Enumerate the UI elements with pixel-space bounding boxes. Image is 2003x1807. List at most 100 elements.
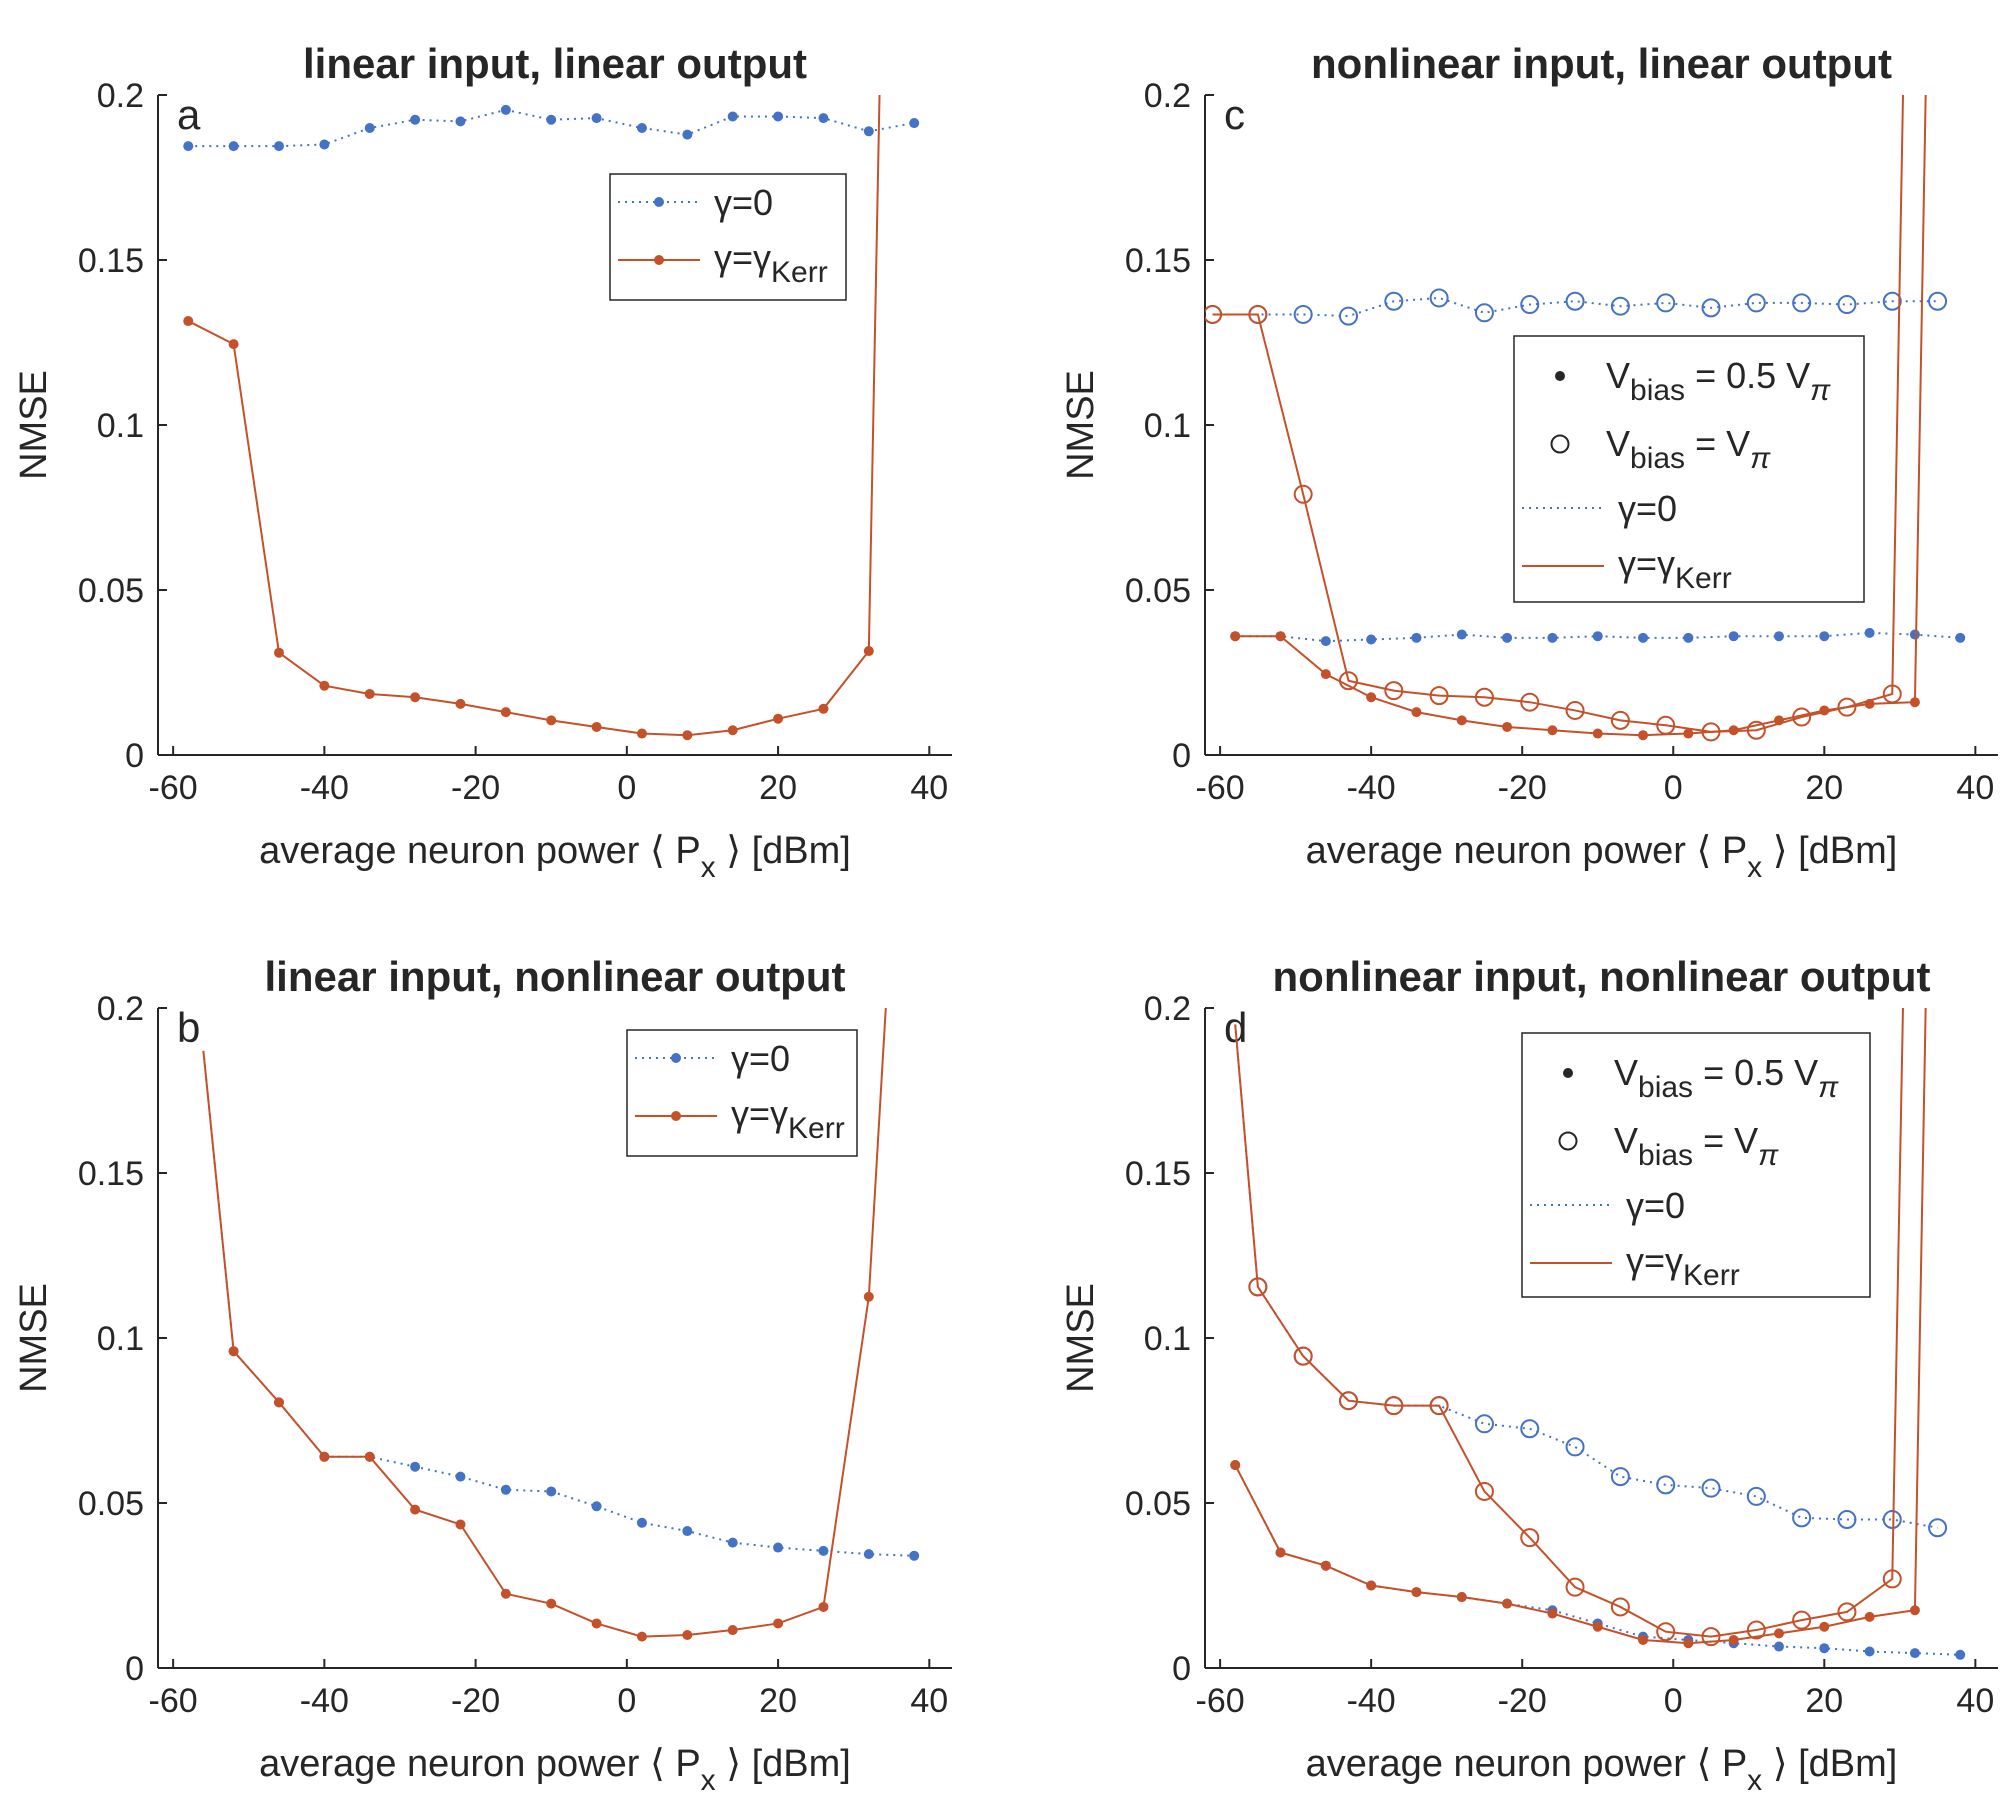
data-point-open bbox=[1384, 1396, 1404, 1416]
data-point bbox=[364, 123, 375, 133]
legend-marker bbox=[654, 197, 664, 207]
data-point bbox=[1320, 1560, 1331, 1571]
data-point bbox=[863, 1549, 874, 1560]
plot-area bbox=[202, 1008, 920, 1642]
data-point bbox=[455, 698, 466, 709]
legend-label-vbias-half: Vbias = 0.5 Vπ bbox=[1606, 355, 1831, 407]
data-point bbox=[273, 141, 284, 152]
data-point bbox=[863, 1291, 874, 1302]
data-point-open bbox=[1293, 484, 1313, 504]
y-tick-label: 0.05 bbox=[1125, 572, 1191, 610]
data-point bbox=[1773, 715, 1784, 726]
data-point-open bbox=[1429, 1396, 1449, 1416]
data-point bbox=[546, 114, 557, 125]
data-point bbox=[1320, 669, 1331, 680]
x-tick-label: 40 bbox=[910, 769, 948, 807]
x-tick-label: 20 bbox=[759, 1682, 797, 1720]
data-point bbox=[455, 1471, 466, 1482]
data-point bbox=[1502, 632, 1513, 643]
panel-b: -60 -40 -20 0 20 40 0 0.05 0.1 0.15 0.2 linear inpu… bbox=[13, 953, 952, 1797]
x-tick-label: -40 bbox=[300, 769, 349, 807]
data-point bbox=[1502, 1598, 1513, 1609]
data-point bbox=[1502, 721, 1513, 732]
legend-label-gammakerr: γ=γKerr bbox=[731, 1093, 845, 1145]
data-point bbox=[1366, 1580, 1377, 1591]
series-line-blue-circle bbox=[1212, 296, 1938, 318]
legend-label-gammakerr: γ=γKerr bbox=[1626, 1240, 1740, 1292]
data-point bbox=[909, 1550, 920, 1561]
y-tick-label: 0.2 bbox=[1144, 77, 1191, 115]
data-point bbox=[727, 1537, 738, 1548]
y-tick-label: 0.1 bbox=[1144, 1320, 1191, 1358]
legend-label-gamma0: γ=0 bbox=[1618, 488, 1677, 529]
data-point-open bbox=[1520, 1528, 1540, 1548]
data-point bbox=[727, 725, 738, 736]
data-point bbox=[636, 1517, 647, 1528]
panel-c: -60 -40 -20 0 20 40 0 0.05 0.1 0.15 0.2 nonlinear i… bbox=[1060, 40, 1998, 884]
x-tick-label: 0 bbox=[1664, 1682, 1683, 1720]
data-point bbox=[591, 1501, 602, 1512]
legend-label-vbias-full: Vbias = Vπ bbox=[1606, 423, 1771, 475]
legend-marker bbox=[671, 1053, 681, 1063]
x-tick-label: -60 bbox=[149, 1682, 198, 1720]
series-line-orange-circle bbox=[1212, 95, 1905, 733]
data-point-open bbox=[1520, 692, 1540, 712]
data-point-open bbox=[1338, 1391, 1358, 1411]
panel-letter: c bbox=[1224, 91, 1245, 138]
data-point-open bbox=[1565, 1577, 1585, 1597]
data-point-open bbox=[1746, 720, 1766, 740]
data-point bbox=[1411, 707, 1422, 718]
y-axis-label: NMSE bbox=[13, 370, 55, 480]
data-point bbox=[636, 123, 647, 133]
data-point-open bbox=[1837, 1602, 1857, 1622]
legend-box bbox=[609, 173, 847, 301]
data-point bbox=[1728, 725, 1739, 736]
data-point bbox=[319, 139, 330, 150]
legend-label-gamma0: γ=0 bbox=[1626, 1185, 1685, 1226]
y-tick-label: 0.2 bbox=[97, 990, 144, 1028]
data-point bbox=[1547, 1608, 1558, 1619]
data-point bbox=[1366, 634, 1377, 645]
y-tick-label: 0 bbox=[1172, 737, 1191, 775]
x-tick-label: 0 bbox=[1664, 769, 1683, 807]
data-point bbox=[546, 715, 557, 726]
legend-label-gamma0: γ=0 bbox=[731, 1038, 790, 1079]
data-point bbox=[1230, 1460, 1241, 1471]
data-point bbox=[1411, 632, 1422, 643]
x-tick-label: 0 bbox=[617, 769, 636, 807]
data-point bbox=[500, 707, 511, 718]
data-point-open bbox=[1746, 1486, 1766, 1506]
legend-marker-dot bbox=[1555, 371, 1565, 381]
data-point-open bbox=[1384, 681, 1404, 701]
legend-marker bbox=[671, 1111, 681, 1121]
data-point bbox=[1909, 697, 1920, 708]
data-point bbox=[1547, 725, 1558, 736]
data-point bbox=[818, 113, 829, 124]
x-tick-label: 20 bbox=[759, 769, 797, 807]
x-tick-label: -40 bbox=[1347, 1682, 1396, 1720]
data-point-open bbox=[1610, 296, 1630, 316]
data-point bbox=[1819, 705, 1830, 716]
data-point bbox=[228, 339, 239, 350]
data-point bbox=[1864, 1611, 1875, 1622]
data-point bbox=[818, 703, 829, 714]
data-point bbox=[183, 316, 194, 327]
data-point-open bbox=[1520, 1419, 1540, 1439]
data-point bbox=[1909, 1648, 1920, 1659]
data-point bbox=[818, 1601, 829, 1612]
data-point bbox=[1275, 1547, 1286, 1558]
x-tick-label: -40 bbox=[300, 1682, 349, 1720]
y-tick-label: 0 bbox=[125, 1650, 144, 1688]
y-tick-label: 0.15 bbox=[1125, 1155, 1191, 1193]
data-point-open bbox=[1701, 1627, 1721, 1647]
y-axis-label: NMSE bbox=[1060, 1283, 1102, 1393]
data-point bbox=[1456, 715, 1467, 726]
data-point bbox=[364, 688, 375, 699]
data-point bbox=[273, 647, 284, 658]
data-point-open bbox=[1429, 288, 1449, 308]
data-point bbox=[1909, 629, 1920, 640]
data-point-open bbox=[1746, 293, 1766, 313]
data-point-open bbox=[1792, 1610, 1812, 1630]
data-point bbox=[410, 1461, 421, 1472]
data-point bbox=[591, 113, 602, 124]
